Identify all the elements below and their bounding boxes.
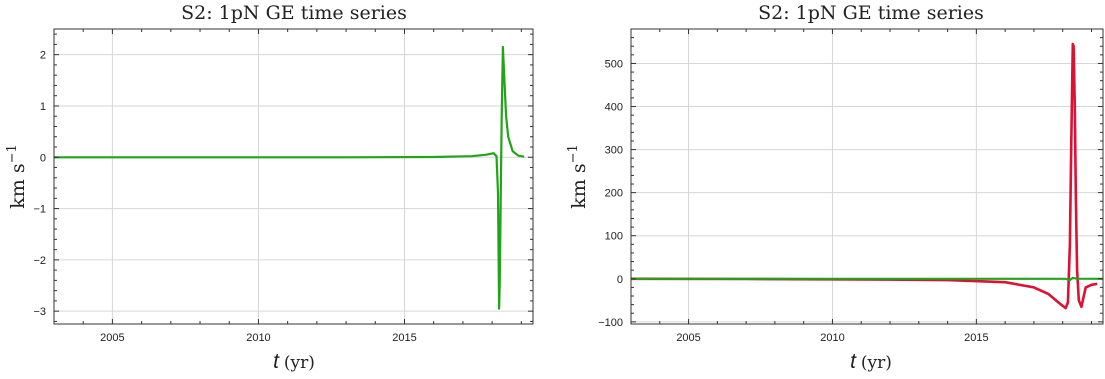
y-tick-label: 1 — [40, 101, 46, 113]
chart-left: 2005 2010 2015 2 1 0 −1 −2 −3 S2: 1pN GE time ser… — [5, 2, 534, 373]
y-tick-label: −3 — [33, 306, 46, 318]
x-axis-label: t (yr) — [273, 350, 315, 373]
y-tick-label: 300 — [605, 145, 623, 157]
chart-title: S2: 1pN GE time series — [181, 2, 407, 24]
y-tick-label: 200 — [605, 188, 623, 200]
y-tick-label: 2 — [40, 50, 46, 62]
y-tick-label: 500 — [605, 58, 623, 70]
x-axis-variable: t — [273, 350, 280, 373]
x-axis-label: t (yr) — [850, 350, 892, 373]
y-axis-exponent: −1 — [5, 144, 20, 163]
x-tick-label: 2015 — [964, 332, 988, 344]
x-tick-label: 2010 — [246, 332, 270, 344]
y-tick-label: 100 — [605, 231, 623, 243]
x-axis-unit: (yr) — [861, 353, 892, 373]
series-line — [631, 276, 1104, 282]
x-tick-label: 2005 — [100, 332, 124, 344]
x-tick-label: 2010 — [820, 332, 844, 344]
y-axis-unit: km s — [568, 163, 590, 208]
y-axis-exponent: −1 — [566, 144, 581, 163]
series-line — [630, 42, 1098, 310]
plot-frame — [53, 28, 534, 325]
y-tick-label: 400 — [605, 102, 623, 114]
chart-right: 2005 2010 2015 500 400 300 200 100 0 −100 S2: 1pN … — [566, 2, 1104, 373]
y-tick-label: −1 — [33, 204, 46, 216]
x-axis-unit: (yr) — [284, 353, 315, 373]
y-axis-label: km s−1 — [566, 144, 590, 209]
x-axis-variable: t — [850, 350, 857, 373]
x-tick-label: 2015 — [392, 332, 416, 344]
y-tick-label: 0 — [617, 274, 623, 286]
chart-title: S2: 1pN GE time series — [758, 2, 984, 24]
y-tick-label: −100 — [598, 317, 623, 329]
y-tick-label: −2 — [33, 255, 46, 267]
series-line — [54, 45, 525, 310]
plot-frame — [630, 28, 1104, 325]
y-tick-label: 0 — [40, 152, 46, 164]
y-axis-label: km s−1 — [5, 144, 29, 209]
y-axis-unit: km s — [7, 163, 29, 208]
x-tick-label: 2005 — [676, 332, 700, 344]
